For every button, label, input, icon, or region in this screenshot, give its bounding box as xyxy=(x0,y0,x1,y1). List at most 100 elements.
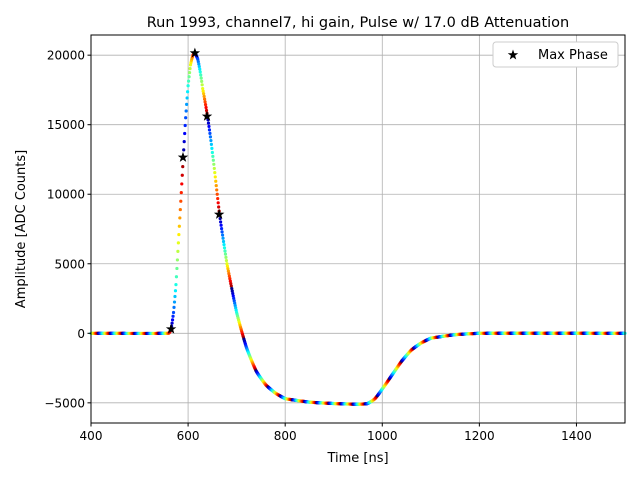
pulse-point xyxy=(227,272,231,276)
grid xyxy=(90,35,625,423)
pulse-point xyxy=(203,97,207,101)
y-tick-label: 15000 xyxy=(47,118,85,132)
pulse-point xyxy=(197,64,201,69)
pulse-point xyxy=(173,289,178,293)
pulse-point xyxy=(175,258,180,262)
pulse-point xyxy=(182,148,186,152)
pulse-point xyxy=(231,294,235,298)
pulse-point xyxy=(207,124,211,129)
y-axis-label: Amplitude [ADC Counts] xyxy=(14,150,29,308)
pulse-point xyxy=(187,75,191,79)
pulse-point xyxy=(181,165,185,169)
pulse-point xyxy=(172,300,177,304)
y-tick-label: −5000 xyxy=(44,396,85,410)
pulse-point xyxy=(212,166,216,171)
pulse-point xyxy=(214,179,218,183)
pulse-point xyxy=(220,233,225,237)
pulse-point xyxy=(201,86,205,91)
pulse-point xyxy=(214,183,218,188)
pulse-point xyxy=(215,188,219,192)
y-tick-label: 20000 xyxy=(47,49,85,63)
pulse-point xyxy=(176,241,180,245)
x-tick-label: 600 xyxy=(177,429,200,443)
max-phase-series xyxy=(165,47,225,334)
pulse-point xyxy=(224,255,228,259)
y-tick-label: 5000 xyxy=(54,257,85,271)
pulse-point xyxy=(174,275,179,279)
pulse-point xyxy=(206,121,211,125)
pulse-point xyxy=(209,138,213,143)
legend-box xyxy=(492,41,619,68)
pulse-point xyxy=(221,236,225,240)
pulse-point xyxy=(180,182,184,186)
max-phase-star xyxy=(165,323,177,334)
pulse-point xyxy=(228,276,232,281)
pulse-series xyxy=(89,52,627,406)
pulse-point xyxy=(219,226,224,231)
pulse-point xyxy=(179,199,183,203)
pulse-point xyxy=(184,109,188,113)
max-phase-star xyxy=(201,110,213,121)
pulse-point xyxy=(177,224,181,228)
pulse-point xyxy=(200,83,204,87)
pulse-point xyxy=(204,108,209,113)
pulse-point xyxy=(182,140,186,144)
pulse-point xyxy=(229,284,233,288)
pulse-point xyxy=(219,220,223,224)
pulse-point xyxy=(185,96,189,100)
max-phase-star xyxy=(189,47,201,58)
pulse-point xyxy=(171,310,176,315)
pulse-point xyxy=(202,92,206,96)
pulse-point xyxy=(213,171,217,175)
pulse-point xyxy=(201,89,205,93)
pulse-point xyxy=(220,230,224,234)
pulse-point xyxy=(221,239,226,244)
pulse-point xyxy=(198,70,202,74)
pulse-point xyxy=(207,128,212,132)
pulse-point xyxy=(222,246,227,250)
pulse-point xyxy=(176,249,180,253)
pulse-point xyxy=(187,70,192,75)
pulse-point xyxy=(219,223,223,227)
pulse-point xyxy=(174,283,178,287)
y-tick-label: 0 xyxy=(77,327,85,341)
pulse-point xyxy=(217,205,221,209)
pulse-point xyxy=(210,150,214,155)
pulse-point xyxy=(199,73,203,77)
pulse-point xyxy=(216,196,220,201)
pulse-point xyxy=(171,314,175,318)
pulse-point xyxy=(175,266,179,271)
chart-title: Run 1993, channel7, hi gain, Pulse w/ 17… xyxy=(147,15,570,31)
pulse-point xyxy=(185,102,189,106)
pulse-point xyxy=(213,175,217,179)
pulse-point xyxy=(198,67,202,71)
pulse-point xyxy=(186,84,190,88)
x-axis-label: Time [ns] xyxy=(326,451,388,466)
pulse-point xyxy=(227,274,231,278)
pulse-point xyxy=(208,131,212,135)
x-tick-label: 1200 xyxy=(464,429,495,443)
x-tick-label: 400 xyxy=(80,429,103,443)
pulse-point xyxy=(222,243,226,247)
pulse-point xyxy=(183,123,187,128)
pulse-point xyxy=(211,158,215,162)
pulse-point xyxy=(200,79,204,83)
pulse-point xyxy=(186,79,191,83)
pulse-point xyxy=(233,301,237,305)
pulse-point xyxy=(186,90,190,94)
pulse-point xyxy=(210,146,214,150)
pulse-point xyxy=(173,294,177,299)
y-axis: −5000 0 5000 10000 15000 20000 xyxy=(44,49,91,410)
pulse-point xyxy=(170,318,175,322)
pulse-point xyxy=(172,305,176,309)
pulse-point xyxy=(180,173,184,177)
max-phase-star xyxy=(213,208,225,219)
pulse-point xyxy=(230,289,234,293)
pulse-point xyxy=(203,103,208,107)
pulse-point xyxy=(188,67,192,71)
pulse-point xyxy=(199,76,203,80)
pulse-point xyxy=(223,249,227,253)
pulse-point xyxy=(212,162,216,166)
pulse-point xyxy=(203,100,207,104)
